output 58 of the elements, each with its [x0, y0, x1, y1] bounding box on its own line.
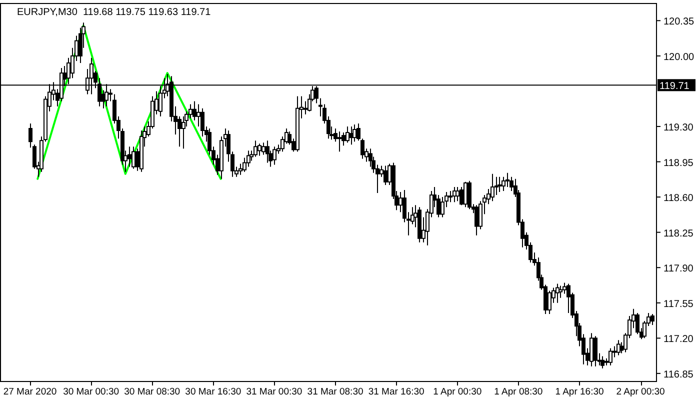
x-tick-label: 1 Apr 00:30	[433, 386, 482, 398]
chart-title: EURJPY,M30 119.68 119.75 119.63 119.71	[17, 7, 212, 18]
candlestick	[474, 204, 478, 236]
candlestick	[502, 176, 506, 192]
candlestick	[506, 172, 510, 188]
x-tick-label: 27 Mar 2020	[3, 386, 57, 398]
x-tick-label: 2 Apr 00:30	[616, 386, 665, 398]
candlestick	[262, 142, 266, 156]
candlestick	[590, 332, 594, 367]
candlestick	[650, 313, 654, 326]
candlestick	[460, 186, 464, 206]
candlestick	[594, 336, 598, 367]
candlestick	[266, 140, 270, 164]
ref-line-label: 119.71	[660, 81, 690, 92]
candlestick	[182, 116, 186, 150]
candlestick	[562, 282, 566, 294]
x-tick-label: 1 Apr 08:30	[494, 386, 543, 398]
y-tick-label: 117.20	[664, 334, 694, 346]
candlestick	[304, 100, 308, 115]
y-tick-label: 120.00	[664, 52, 695, 63]
x-tick-label: 1 Apr 16:30	[555, 386, 604, 398]
candlestick	[636, 312, 640, 335]
x-tick-label: 31 Mar 08:30	[307, 386, 364, 398]
candlestick	[600, 356, 604, 369]
y-tick-label: 116.85	[664, 369, 694, 380]
candlestick	[200, 108, 204, 138]
y-tick-label: 117.90	[664, 264, 694, 275]
x-tick-label: 31 Mar 00:30	[246, 386, 302, 398]
candlestick	[338, 131, 342, 152]
x-tick-label: 30 Mar 08:30	[124, 386, 180, 398]
candlestick	[498, 176, 502, 192]
candlestick	[352, 124, 356, 142]
candlestick	[558, 285, 562, 298]
y-tick-label: 120.35	[664, 16, 695, 28]
candlestick	[548, 290, 552, 314]
line-series	[36, 24, 222, 180]
candlestick	[448, 190, 452, 203]
x-tick-label: 30 Mar 00:30	[63, 386, 120, 398]
candlestick	[556, 283, 560, 304]
candlestick	[132, 146, 136, 170]
x-tick-label: 30 Mar 16:30	[185, 386, 242, 398]
candlestick	[464, 181, 468, 208]
candlestick	[196, 104, 200, 127]
candlestick	[616, 340, 620, 356]
candlestick	[456, 186, 460, 202]
candlestick	[346, 126, 350, 144]
x-tick-label: 31 Mar 16:30	[368, 386, 424, 398]
candlestick	[490, 173, 494, 202]
y-tick-label: 118.25	[664, 228, 694, 240]
y-tick-label: 118.95	[664, 158, 694, 169]
y-tick-label: 117.55	[664, 298, 694, 310]
candlestick	[384, 165, 388, 186]
candlestick	[258, 143, 262, 156]
candlestick	[608, 348, 612, 366]
candlestick	[254, 140, 258, 158]
y-tick-label: 119.30	[664, 122, 694, 134]
y-tick-label: 118.60	[664, 193, 694, 204]
candlestick	[272, 146, 276, 166]
